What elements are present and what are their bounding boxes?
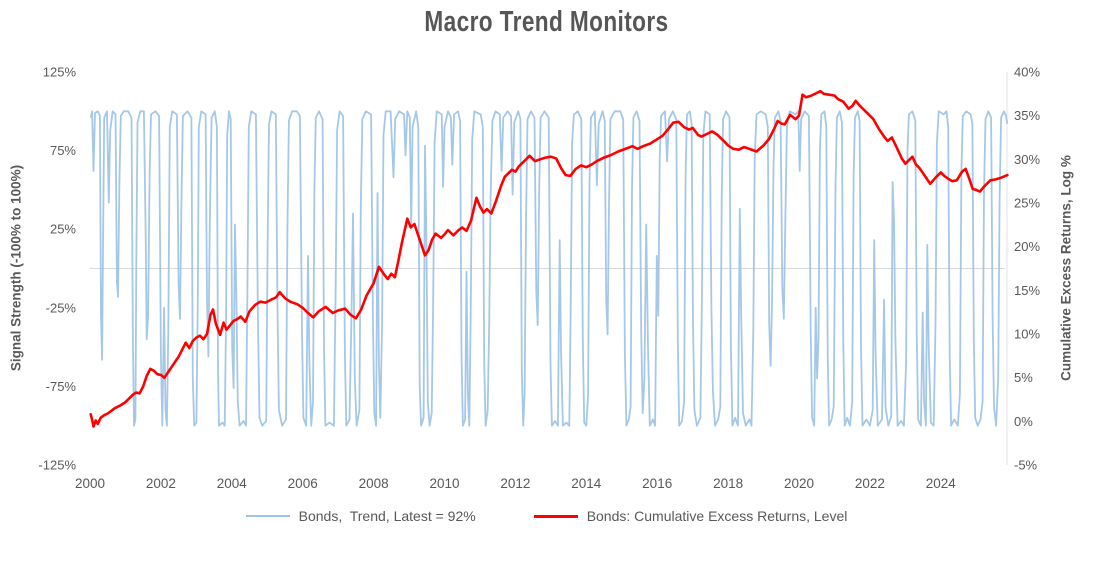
right-axis-tick-label: 30% [1014, 152, 1040, 167]
x-axis-tick-label: 2002 [146, 476, 176, 491]
legend-item-returns: Bonds: Cumulative Excess Returns, Level [533, 508, 848, 524]
left-axis-tick-label: -125% [38, 458, 76, 473]
x-axis-tick-label: 2014 [571, 476, 602, 491]
right-axis-tick-label: -5% [1014, 458, 1038, 473]
x-axis-tick-label: 2016 [642, 476, 672, 491]
left-axis-tick-label: -25% [46, 300, 77, 315]
left-axis-tick-label: 75% [50, 143, 76, 158]
x-axis-tick-label: 2024 [926, 476, 957, 491]
x-axis-tick-label: 2018 [713, 476, 743, 491]
x-axis-tick-label: 2004 [217, 476, 248, 491]
trend-line-swatch [245, 515, 290, 517]
x-axis-tick-label: 2006 [288, 476, 318, 491]
x-axis-tick-label: 2010 [429, 476, 459, 491]
right-axis-tick-label: 5% [1014, 370, 1033, 385]
left-axis-tick-label: -75% [46, 379, 77, 394]
left-axis-tick-label: 25% [50, 222, 76, 237]
right-axis-tick-label: 15% [1014, 283, 1040, 298]
bonds-returns-line [89, 89, 1009, 428]
legend-item-trend: Bonds, Trend, Latest = 92% [245, 508, 476, 524]
chart-title-wrap: Macro Trend Monitors [0, 6, 1093, 39]
returns-line-swatch [533, 514, 578, 518]
right-axis-tick-label: 0% [1014, 414, 1033, 429]
right-axis-title: Cumulative Excess Returns, Log % [1058, 155, 1074, 381]
right-axis-tick-label: 40% [1014, 65, 1040, 80]
bonds-trend-line [89, 110, 1009, 427]
chart-title: Macro Trend Monitors [424, 6, 669, 38]
legend-label-trend: Bonds, Trend, Latest = 92% [298, 508, 476, 524]
right-axis-tick-label: 35% [1014, 108, 1040, 123]
right-axis-tick-label: 25% [1014, 196, 1040, 211]
plot-area: 125% 75% 25% -25% -75% -125% 40% 35% 30% 25% 20% 15… [38, 65, 1040, 492]
x-axis-tick-label: 2022 [855, 476, 885, 491]
x-axis-tick-label: 2000 [75, 476, 105, 491]
legend-label-returns: Bonds: Cumulative Excess Returns, Level [586, 508, 848, 524]
x-axis-tick-label: 2020 [784, 476, 814, 491]
right-axis-tick-label: 10% [1014, 327, 1040, 342]
right-axis-tick-label: 20% [1014, 239, 1040, 254]
left-axis-title: Signal Strength (-100% to 100%) [8, 164, 24, 372]
x-axis-tick-label: 2012 [500, 476, 530, 491]
legend: Bonds, Trend, Latest = 92% Bonds: Cumula… [0, 508, 1093, 524]
left-axis-tick-label: 125% [43, 65, 77, 80]
x-axis-tick-label: 2008 [359, 476, 389, 491]
